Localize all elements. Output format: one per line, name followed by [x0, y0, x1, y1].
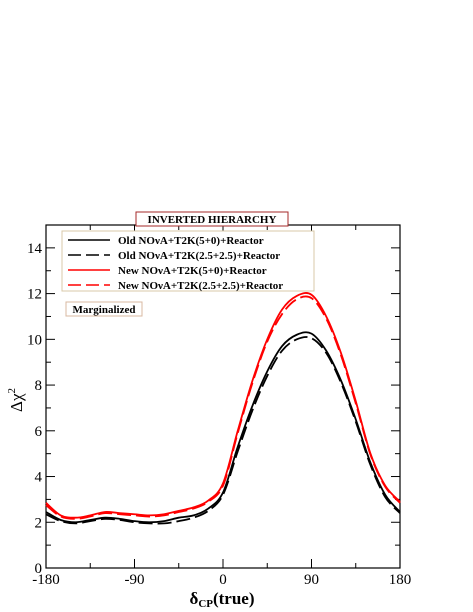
y-tick-label: 2 — [35, 515, 43, 531]
x-tick-label: 0 — [219, 572, 227, 588]
annotation-box: Marginalized — [65, 301, 143, 317]
annotation-text: Marginalized — [73, 304, 136, 316]
x-tick-label: -180 — [32, 572, 60, 588]
y-tick-label: 8 — [35, 378, 43, 394]
x-axis-label-rest: (true) — [213, 589, 255, 608]
series-line-4 — [45, 295, 401, 520]
legend-label: Old NOνA+T2K(2.5+2.5)+Reactor — [118, 250, 280, 262]
chart-title-box: INVERTED HIERARCHY — [135, 211, 289, 227]
legend-box — [61, 230, 315, 292]
y-tick-label: 10 — [27, 332, 42, 348]
legend-label: Old NOνA+T2K(5+0)+Reactor — [118, 235, 264, 247]
series-group — [45, 292, 401, 525]
y-tick-label: 4 — [35, 470, 43, 486]
y-tick-label: 6 — [35, 424, 43, 440]
y-tick-label: 0 — [35, 561, 43, 577]
series-line-2 — [45, 336, 401, 525]
x-axis-label-sub: CP — [198, 598, 213, 610]
y-tick-label: 14 — [27, 241, 43, 257]
x-axis-label: δCP(true) — [189, 589, 254, 610]
legend-label: New NOνA+T2K(2.5+2.5)+Reactor — [118, 280, 283, 292]
y-axis-label: Δχ2 — [6, 388, 26, 412]
y-axis-label-sup: 2 — [6, 388, 18, 394]
x-tick-label: -90 — [125, 572, 145, 588]
x-axis-label-delta: δ — [189, 589, 198, 608]
y-tick-label: 12 — [27, 287, 42, 303]
legend: Old NOνA+T2K(5+0)+Reactor Old NOνA+T2K(2.… — [61, 230, 315, 292]
x-tick-label: 90 — [304, 572, 319, 588]
series-line-1 — [45, 331, 401, 524]
legend-label: New NOνA+T2K(5+0)+Reactor — [118, 265, 267, 277]
x-tick-label: 180 — [389, 572, 412, 588]
chart-title: INVERTED HIERARCHY — [148, 214, 277, 226]
axis-ticks: 0 2 4 6 8 10 12 14 -180 -90 0 90 180 — [27, 225, 411, 588]
y-axis-label-main: Δχ — [7, 393, 26, 412]
